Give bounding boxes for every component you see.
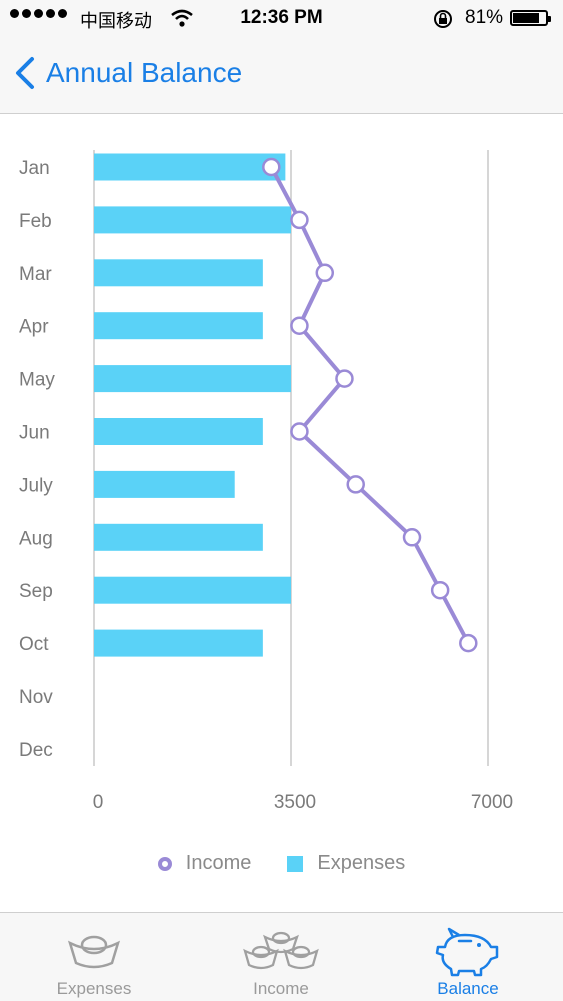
income-line — [269, 166, 471, 645]
signal-strength-icon — [10, 9, 67, 18]
legend-item-expenses: Expenses — [287, 852, 405, 875]
income-point — [402, 528, 422, 547]
tab-expenses[interactable]: Expenses — [24, 913, 164, 1001]
category-label: Nov — [19, 687, 53, 708]
income-point — [262, 157, 281, 177]
x-tick-label: 7000 — [471, 792, 513, 813]
income-point — [430, 580, 450, 600]
annual-balance-chart: Jan Feb Mar Apr May Jun July Aug Sep Oct Nov Dec 0 35… — [0, 114, 563, 911]
tab-balance[interactable]: Balance — [398, 913, 538, 1001]
category-label: Feb — [19, 211, 52, 232]
category-label: July — [19, 475, 53, 496]
income-point — [315, 263, 335, 283]
back-button[interactable]: Annual Balance — [14, 56, 242, 90]
navigation-bar: Annual Balance — [0, 36, 563, 114]
category-label: Apr — [19, 317, 49, 338]
expense-bar — [94, 629, 263, 657]
chart-legend: Income Expenses — [0, 852, 563, 875]
income-point — [290, 422, 309, 441]
category-label: Dec — [19, 740, 53, 761]
expense-bar — [94, 153, 286, 181]
gold-ingots-stack-icon — [243, 931, 319, 970]
legend-label-income: Income — [185, 852, 252, 874]
wifi-icon — [170, 8, 194, 34]
expense-bar — [94, 259, 263, 287]
expense-bar — [94, 206, 291, 234]
battery-percent: 81% — [465, 7, 504, 28]
chevron-left-icon — [16, 57, 34, 89]
tab-bar: Expenses Income Balance — [0, 912, 563, 1001]
expense-bar — [94, 523, 263, 551]
legend-label-expenses: Expenses — [317, 852, 406, 874]
x-tick-label: 0 — [93, 792, 104, 813]
expense-bar — [94, 365, 291, 393]
rotation-lock-icon — [432, 9, 454, 35]
income-point — [346, 475, 365, 494]
category-label: Mar — [19, 264, 52, 285]
category-label: Jan — [19, 158, 50, 179]
tab-label-balance: Balance — [437, 979, 499, 998]
status-bar: 中国移动 12:36 PM 81% — [0, 0, 563, 36]
gold-ingot-icon — [67, 935, 121, 969]
expense-bar — [94, 312, 263, 340]
expenses-swatch-icon — [287, 855, 304, 872]
x-tick-label: 3500 — [274, 792, 316, 813]
category-label: Aug — [19, 528, 53, 549]
category-label: Sep — [19, 581, 53, 602]
carrier-label: 中国移动 — [80, 11, 152, 32]
income-marker-icon — [157, 856, 172, 871]
income-point — [459, 633, 478, 653]
category-label: May — [19, 370, 55, 391]
tab-label-expenses: Expenses — [56, 979, 132, 998]
tab-label-income: Income — [253, 979, 309, 998]
income-point — [290, 210, 309, 230]
expense-bar — [94, 418, 263, 445]
income-point — [335, 369, 354, 388]
income-point — [290, 316, 309, 335]
tab-income[interactable]: Income — [211, 913, 351, 1001]
category-label: Jun — [19, 423, 50, 444]
piggy-bank-icon — [435, 927, 499, 977]
page-title: Annual Balance — [46, 57, 243, 88]
legend-item-income: Income — [157, 852, 252, 875]
expense-bar — [94, 470, 235, 498]
status-time: 12:36 PM — [240, 7, 323, 28]
battery-icon — [510, 10, 551, 26]
expense-bar — [94, 576, 291, 604]
chart-canvas: Jan Feb Mar Apr May Jun July Aug Sep Oct Nov Dec 0 35… — [19, 150, 513, 813]
category-label: Oct — [19, 634, 49, 655]
